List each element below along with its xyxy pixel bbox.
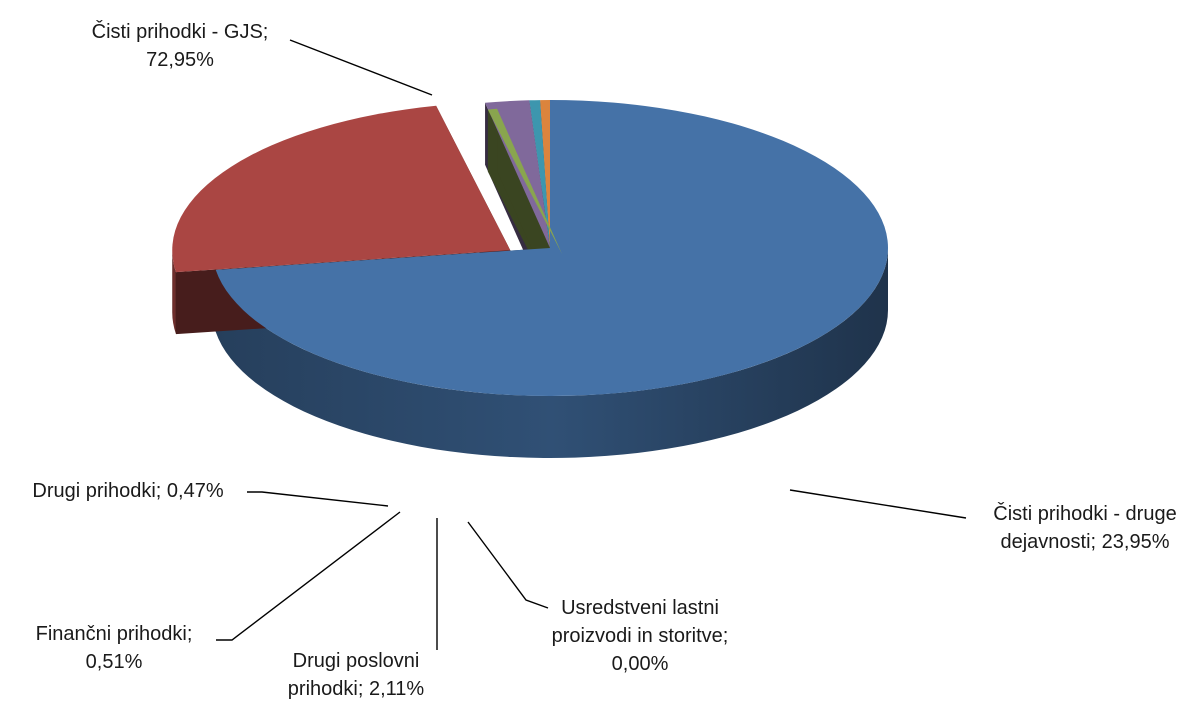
data-label-financni: Finančni prihodki; 0,51% — [36, 623, 193, 673]
pie-slice-čisti-prihodki-druge-dejavnosti — [172, 105, 511, 273]
pie-slice-usredstveni-lastni-proizvodi-in-storitve — [487, 108, 562, 254]
data-label-gjs: Čisti prihodki - GJS; 72,95% — [92, 20, 269, 71]
leader-line — [216, 511, 401, 641]
pie-slice-drugi-poslovni-prihodki — [485, 100, 550, 248]
pie-slice-finančni-prihodki — [529, 100, 550, 249]
leader-line — [247, 491, 389, 507]
leader-line — [789, 489, 967, 519]
data-label-drugi-prihodki: Drugi prihodki; 0,47% — [32, 480, 223, 502]
pie-slice-side-čisti-prihodki-gjs — [215, 248, 888, 459]
data-label-drugi-poslovni: Drugi poslovni prihodki; 2,11% — [288, 650, 425, 700]
leader-line — [289, 39, 433, 96]
pie-slice-drugi-prihodki — [540, 100, 550, 248]
leader-line — [467, 521, 549, 609]
pie-slice-side-čisti-prihodki-druge-dejavnosti — [172, 250, 176, 335]
data-label-usredstveni: Usredstveni lastni proizvodi in storitve;… — [552, 597, 729, 675]
pie-slice-čisti-prihodki-gjs — [215, 100, 888, 396]
data-label-druge-dejavnosti: Čisti prihodki - druge dejavnosti; 23,95% — [993, 502, 1176, 553]
